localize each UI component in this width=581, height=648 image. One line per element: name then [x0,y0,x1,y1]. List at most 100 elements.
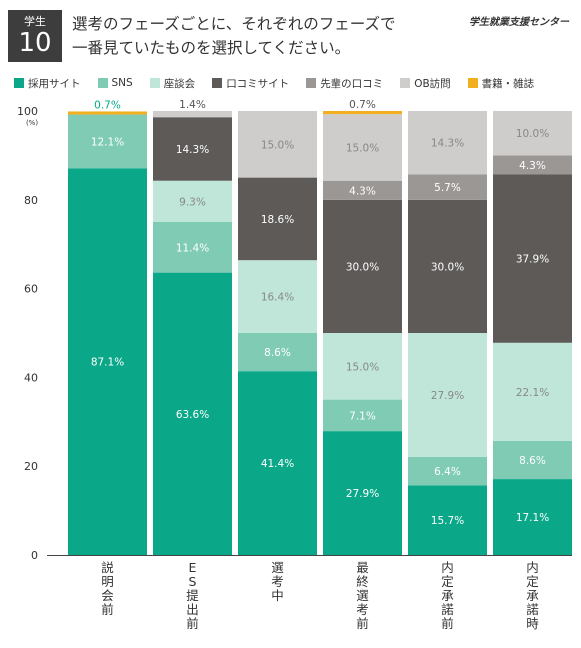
category-label: 考 [271,574,284,589]
y-tick-label: 100 [17,105,38,118]
data-label: 6.4% [434,466,461,478]
category-label: 前 [186,616,199,631]
category-label: 終 [356,574,369,589]
legend-item: 口コミサイト [212,76,289,91]
legend-item: OB訪問 [400,76,451,91]
legend-item: 先輩の口コミ [306,76,383,91]
y-tick-label: 80 [24,194,38,207]
legend-item: SNS [97,77,133,89]
bar-segment [493,155,572,175]
bar-segment [323,180,402,200]
bar-segment [493,440,572,480]
legend-swatch [306,78,317,88]
data-label: 10.0% [516,128,549,140]
data-label: 41.4% [261,458,294,470]
category-label: 定 [526,574,539,589]
bar-segment [323,111,402,115]
bar-segment [493,174,572,343]
legend-item: 座談会 [149,76,195,91]
data-label: 8.6% [519,455,546,467]
bar-segment [323,399,402,432]
data-label: 30.0% [431,261,464,273]
bar-segment [408,199,487,333]
category-label: 諾 [526,602,539,617]
category-label: E [189,560,197,575]
data-label: 11.4% [176,242,209,254]
data-label: 5.7% [434,182,461,194]
data-label: 4.3% [349,185,376,197]
data-label: 4.3% [519,160,546,172]
data-label: 63.6% [176,409,209,421]
legend-swatch [97,78,108,88]
bar-segment [323,199,402,333]
legend-swatch [14,78,24,88]
y-tick-label: 0 [31,549,38,562]
category-label: 諾 [441,602,454,617]
bar-segment [493,111,572,156]
data-label: 37.9% [516,254,549,266]
y-tick-label: 40 [24,371,38,384]
bar-segment [408,456,487,486]
legend-swatch [400,78,411,88]
brand-logo: 学生就業支援センター [469,17,569,28]
bar-segment [68,168,147,555]
legend-label: 先輩の口コミ [320,77,384,90]
legend-label: 採用サイト [28,77,81,90]
chart-legend: 採用サイト SNS 座談会 口コミサイト 先輩の口コミ OB訪問 書籍・雑誌 [14,74,580,92]
data-label: 9.3% [179,196,206,208]
data-label: 17.1% [516,512,549,524]
category-label: 中 [271,588,284,603]
category-label: 考 [356,602,369,617]
bar-segment [153,117,232,181]
bar-segment [238,177,317,261]
category-label: 時 [526,616,539,631]
category-label: 前 [356,616,369,631]
category-label: 承 [441,588,454,603]
data-label: 15.7% [431,515,464,527]
bar-segment [238,111,317,178]
data-label: 22.1% [516,387,549,399]
legend-swatch [212,78,223,88]
category-label: 説 [101,560,114,575]
badge-label: 学生 [24,15,46,28]
category-label: 選 [356,588,369,603]
legend-swatch [149,78,160,88]
data-label: 0.7% [94,99,121,111]
bar-segment [153,272,232,555]
category-label: 会 [101,588,114,603]
bar-segment [408,174,487,200]
data-label: 14.3% [176,144,209,156]
bar-segment [408,485,487,555]
category-label: 内 [526,560,539,575]
legend-label: 書籍・雑誌 [481,77,535,90]
category-label: 最 [356,560,369,575]
legend-swatch [467,78,478,88]
bar-segment [153,180,232,222]
legend-label: 口コミサイト [226,77,290,90]
data-label: 1.4% [179,99,206,111]
bar-segment [408,111,487,175]
question-title: 選考のフェーズごとに、それぞれのフェーズで 一番見ていたものを選択してください。 [72,12,452,60]
category-label: 定 [441,574,454,589]
data-label: 7.1% [349,410,376,422]
legend-item: 採用サイト [14,76,81,91]
bar-segment [323,114,402,181]
y-tick-label: 20 [24,460,38,473]
bar-segment [238,333,317,372]
data-label: 8.6% [264,347,291,359]
question-badge: 学生 10 [8,10,62,62]
data-label: 15.0% [261,139,294,151]
legend-label: OB訪問 [414,77,451,90]
bar-segment [408,333,487,457]
bar-segment [323,431,402,555]
data-label: 14.3% [431,138,464,150]
data-label: 27.9% [346,488,379,500]
bar-segment [153,222,232,273]
data-label: 12.1% [91,136,124,148]
category-label: 内 [441,560,454,575]
bar-segment [323,333,402,400]
title-line-2: 一番見ていたものを選択してください。 [72,39,351,57]
category-label: 前 [101,602,114,617]
legend-label: SNS [111,77,133,89]
category-label: 提 [186,588,199,603]
